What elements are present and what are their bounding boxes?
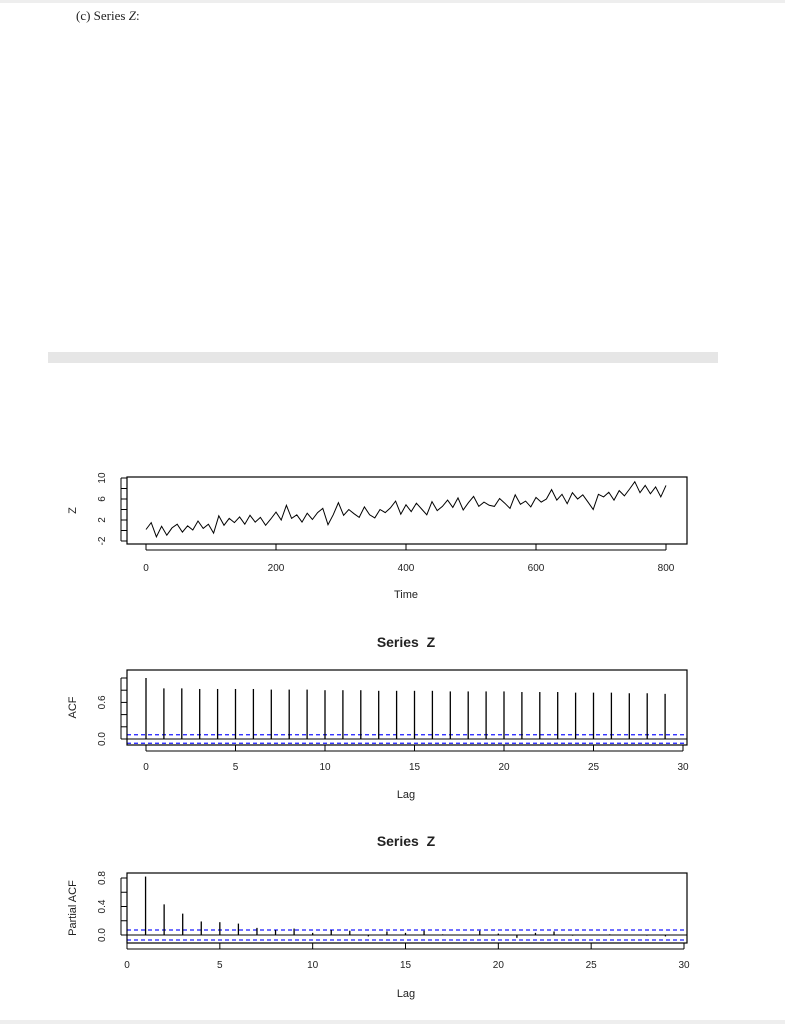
y-tick-label: 6 [97,496,108,502]
x-tick-label: 15 [400,960,412,971]
plot-box [126,669,688,746]
x-axis-label: Lag [397,789,415,801]
heading-suffix: : [135,8,140,23]
heading-variable: Z [128,8,136,23]
x-tick-label: 800 [658,563,675,574]
bottom-strip [0,1020,785,1024]
y-tick-label: 0.0 [97,928,108,942]
y-tick-label: -2 [97,536,108,545]
x-tick-label: 10 [307,960,319,971]
y-tick-label: 2 [97,517,108,523]
heading-label: (c) Series [76,8,129,23]
chart-2: Series Z Lag ACF 0 5 10 15 20 25 30 0.0 0.6 [67,634,689,801]
x-tick-label: 20 [493,960,505,971]
y-tick-label: 10 [97,472,108,484]
x-tick-label: 0 [143,762,149,773]
x-tick-label: 400 [398,563,415,574]
x-axis-label: Lag [397,988,415,1000]
chart-title: Series Z [377,833,436,849]
y-tick-label: 0.0 [97,732,108,746]
x-tick-label: 200 [268,563,285,574]
x-tick-label: 20 [498,762,510,773]
y-tick-label: 0.8 [97,871,108,885]
x-tick-label: 600 [528,563,545,574]
y-axis-label: Partial ACF [67,880,79,936]
x-tick-label: 0 [124,960,130,971]
x-tick-label: 30 [677,762,689,773]
y-axis-label: Z [67,507,79,514]
chart-title: Series Z [377,634,436,650]
x-tick-label: 10 [319,762,331,773]
plot-box [126,872,688,944]
y-tick-label: 0.4 [97,899,108,913]
x-tick-label: 25 [588,762,600,773]
x-tick-label: 0 [143,563,149,574]
x-tick-label: 25 [586,960,598,971]
series-line [145,480,667,539]
x-axis-label: Time [394,589,418,601]
plot-box [126,476,688,545]
top-strip [0,0,785,3]
section-heading: (c) Series Z: [76,8,140,24]
x-tick-label: 5 [233,762,239,773]
y-tick-label: 0.6 [97,695,108,709]
chart-1: Time Z 0 200 400 600 800 -2 2 6 10 [67,472,688,601]
y-axis-label: ACF [67,696,79,718]
separator-bar [48,352,718,363]
x-tick-label: 30 [678,960,690,971]
x-tick-label: 5 [217,960,223,971]
x-tick-label: 15 [409,762,421,773]
chart-3: Series Z Lag Partial ACF 0 5 10 15 20 25 30 0.0 0.4… [67,833,690,1000]
